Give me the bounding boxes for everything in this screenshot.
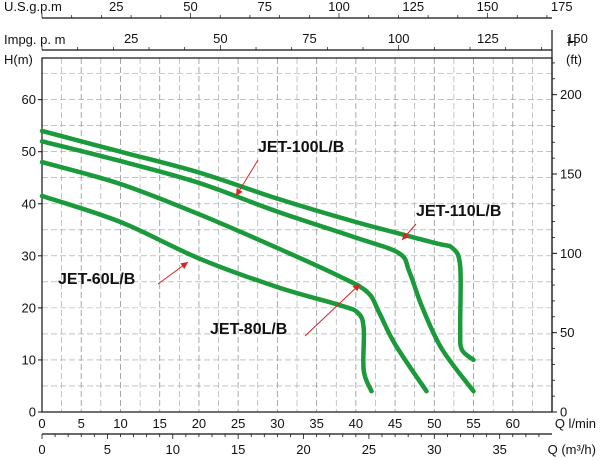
top-usgpm-tick-label: 175 (551, 0, 573, 14)
left-axis-tick-label: 0 (29, 405, 36, 420)
left-axis-title: H(m) (4, 52, 33, 67)
right-axis-tick-label: 0 (560, 405, 567, 420)
bottom-axis-tick-label: 20 (192, 416, 206, 431)
arrowhead-jet-110l-b (402, 232, 410, 240)
top-impgpm-tick-label: 75 (302, 31, 316, 46)
top-impgpm-tick-label: 25 (124, 31, 138, 46)
top-usgpm-tick-label: 125 (402, 0, 424, 14)
left-axis-tick-label: 40 (22, 196, 36, 211)
right-axis-unit: (ft) (566, 52, 582, 67)
bottom-secondary-tick-label: 35 (492, 442, 506, 457)
right-axis-title: H (567, 34, 576, 49)
bottom-secondary-tick-label: 30 (427, 442, 441, 457)
top-impgpm-tick-label: 125 (477, 31, 499, 46)
bottom-secondary-tick-label: 5 (104, 442, 111, 457)
right-axis-tick-label: 150 (560, 166, 582, 181)
bottom-axis-tick-label: 5 (78, 416, 85, 431)
top-usgpm-tick-label: 150 (477, 0, 499, 14)
top-usgpm-title: U.S.g.p.m (4, 0, 62, 14)
curve-jet-80l-b (39, 159, 429, 394)
bottom-secondary-tick-label: 0 (38, 442, 45, 457)
bottom-secondary-tick-label: 15 (231, 442, 245, 457)
bottom-axis-tick-label: 30 (270, 416, 284, 431)
right-axis-tick-label: 200 (560, 87, 582, 102)
bottom-secondary-tick-label: 25 (362, 442, 376, 457)
leader-line-jet-100l-b (235, 159, 259, 197)
curve-label-jet-100l-b: JET-100L/B (258, 139, 344, 156)
bottom-axis-tick-label: 10 (113, 416, 127, 431)
right-axis-tick-label: 100 (560, 246, 582, 261)
right-axis-tick-label: 50 (560, 325, 574, 340)
left-axis-tick-label: 60 (22, 92, 36, 107)
left-axis-tick-label: 20 (22, 300, 36, 315)
top-usgpm-tick-label: 75 (258, 0, 272, 14)
bottom-axis-tick-label: 15 (152, 416, 166, 431)
arrowhead-jet-100l-b (236, 188, 243, 196)
bottom-axis-tick-label: 55 (466, 416, 480, 431)
curve-label-jet-110l-b: JET-110L/B (416, 203, 501, 220)
bottom-secondary-tick-label: 10 (166, 442, 180, 457)
bottom-axis-tick-label: 50 (427, 416, 441, 431)
top-impgpm-tick-label: 100 (388, 31, 410, 46)
top-usgpm-tick-label: 50 (183, 0, 197, 14)
arrowhead-jet-60l-b (180, 262, 188, 269)
left-axis-tick-label: 10 (22, 352, 36, 367)
left-axis-tick-label: 50 (22, 144, 36, 159)
bottom-axis-tick-label: 25 (231, 416, 245, 431)
bottom-secondary-title: Q (m³/h) (548, 442, 596, 457)
top-impgpm-title: Impg. p. m (4, 32, 65, 47)
curve-label-jet-60l-b: JET-60L/B (58, 271, 135, 288)
top-impgpm-tick-label: 50 (213, 31, 227, 46)
bottom-axis-tick-label: 60 (506, 416, 520, 431)
curve-jet-60l-b (39, 193, 374, 394)
bottom-axis-title: Q l/min (555, 416, 596, 431)
top-impgpm-tick-label: 150 (566, 31, 588, 46)
bottom-secondary-tick-label: 20 (296, 442, 310, 457)
curve-jet-110l-b (39, 139, 476, 394)
bottom-axis-tick-label: 0 (38, 416, 45, 431)
bottom-axis-tick-label: 40 (349, 416, 363, 431)
bottom-axis-tick-label: 35 (309, 416, 323, 431)
top-usgpm-tick-label: 25 (109, 0, 123, 14)
leader-line-jet-80l-b (304, 283, 361, 337)
bottom-axis-tick-label: 45 (388, 416, 402, 431)
curve-label-jet-80l-b: JET-80L/B (210, 321, 287, 338)
arrowhead-jet-80l-b (352, 284, 360, 292)
left-axis-tick-label: 30 (22, 248, 36, 263)
top-usgpm-tick-label: 100 (328, 0, 350, 14)
